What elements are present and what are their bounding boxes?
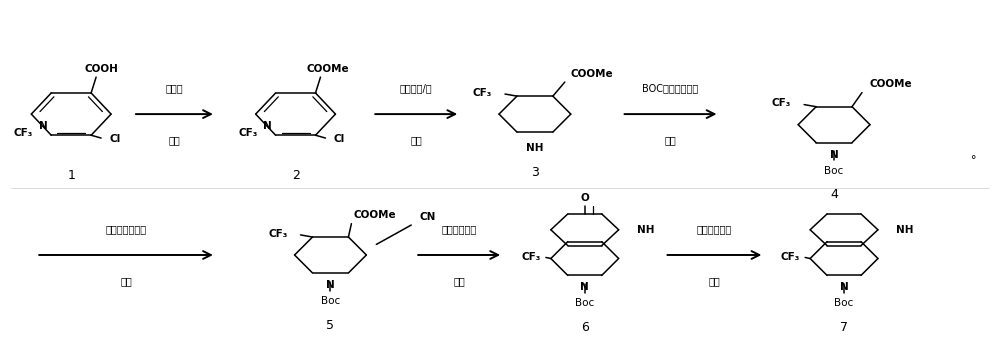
Text: BOC酸酐，三乙胺: BOC酸酐，三乙胺 (642, 83, 699, 93)
Text: COOMe: COOMe (870, 79, 913, 89)
Text: 4: 4 (830, 189, 838, 201)
Text: Boc: Boc (575, 298, 594, 308)
Text: 溶剂: 溶剂 (665, 135, 676, 145)
Text: 丙烯氰，乙醇钠: 丙烯氰，乙醇钠 (105, 224, 147, 234)
Text: 7: 7 (840, 321, 848, 334)
Text: 溶剂: 溶剂 (709, 276, 720, 286)
Text: 氢气，钯/碳: 氢气，钯/碳 (400, 83, 433, 93)
Text: N: N (840, 283, 848, 293)
Text: Boc: Boc (834, 298, 854, 308)
Text: Cl: Cl (333, 134, 345, 144)
Text: 1: 1 (67, 169, 75, 182)
Text: Boc: Boc (824, 165, 844, 175)
Text: N: N (326, 280, 335, 290)
Text: 溶剂: 溶剂 (120, 276, 132, 286)
Text: N: N (263, 121, 272, 131)
Text: COOMe: COOMe (353, 210, 396, 220)
Text: 6: 6 (581, 321, 589, 334)
Text: COOMe: COOMe (306, 64, 349, 73)
Text: CF₃: CF₃ (781, 252, 800, 262)
Text: N: N (39, 121, 48, 131)
Text: CF₃: CF₃ (772, 98, 791, 108)
Text: 氢气，雷尼镍: 氢气，雷尼镍 (441, 224, 477, 234)
Text: NH: NH (637, 225, 654, 235)
Text: Boc: Boc (321, 296, 340, 306)
Text: 硼烷二甲硫醚: 硼烷二甲硫醚 (697, 224, 732, 234)
Text: N: N (580, 283, 589, 293)
Text: COOH: COOH (84, 64, 118, 73)
Text: Cl: Cl (109, 134, 120, 144)
Text: 溶剂: 溶剂 (169, 135, 180, 145)
Text: CF₃: CF₃ (268, 229, 288, 239)
Text: CN: CN (419, 212, 436, 222)
Text: 溶剂: 溶剂 (453, 276, 465, 286)
Text: CF₃: CF₃ (473, 88, 492, 98)
Text: NH: NH (896, 225, 913, 235)
Text: N: N (830, 150, 838, 160)
Text: CF₃: CF₃ (14, 129, 33, 138)
Text: 5: 5 (326, 319, 334, 332)
Text: NH: NH (526, 143, 544, 153)
Text: O: O (580, 193, 589, 203)
Text: 2: 2 (292, 169, 300, 182)
Text: °: ° (971, 155, 976, 165)
Text: 溶剂: 溶剂 (410, 135, 422, 145)
Text: CF₃: CF₃ (522, 252, 541, 262)
Text: 3: 3 (531, 165, 539, 179)
Text: CF₃: CF₃ (238, 129, 258, 138)
Text: 草酰氯: 草酰氯 (166, 83, 183, 93)
Text: COOMe: COOMe (571, 69, 613, 78)
